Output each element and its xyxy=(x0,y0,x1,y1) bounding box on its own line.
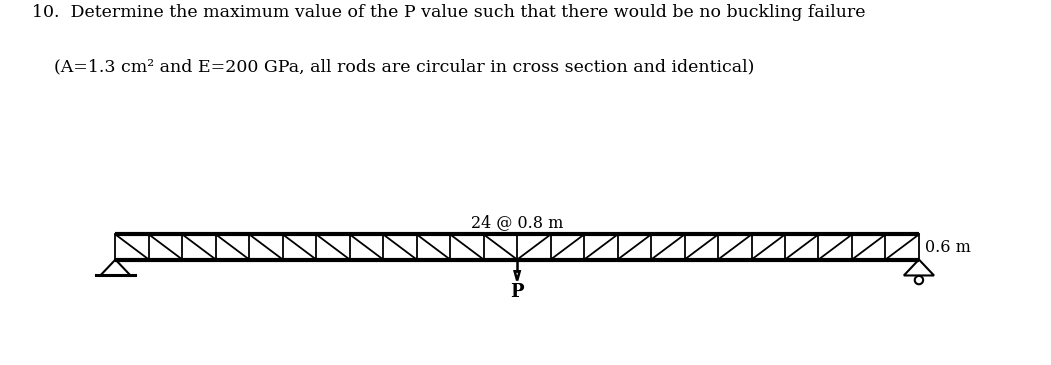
Text: 0.6 m: 0.6 m xyxy=(925,238,971,255)
Text: 24 @ 0.8 m: 24 @ 0.8 m xyxy=(471,214,563,231)
Text: (A=1.3 cm² and E=200 GPa, all rods are circular in cross section and identical): (A=1.3 cm² and E=200 GPa, all rods are c… xyxy=(32,58,754,76)
Text: P: P xyxy=(511,284,524,301)
Text: 10.  Determine the maximum value of the P value such that there would be no buck: 10. Determine the maximum value of the P… xyxy=(32,4,865,21)
